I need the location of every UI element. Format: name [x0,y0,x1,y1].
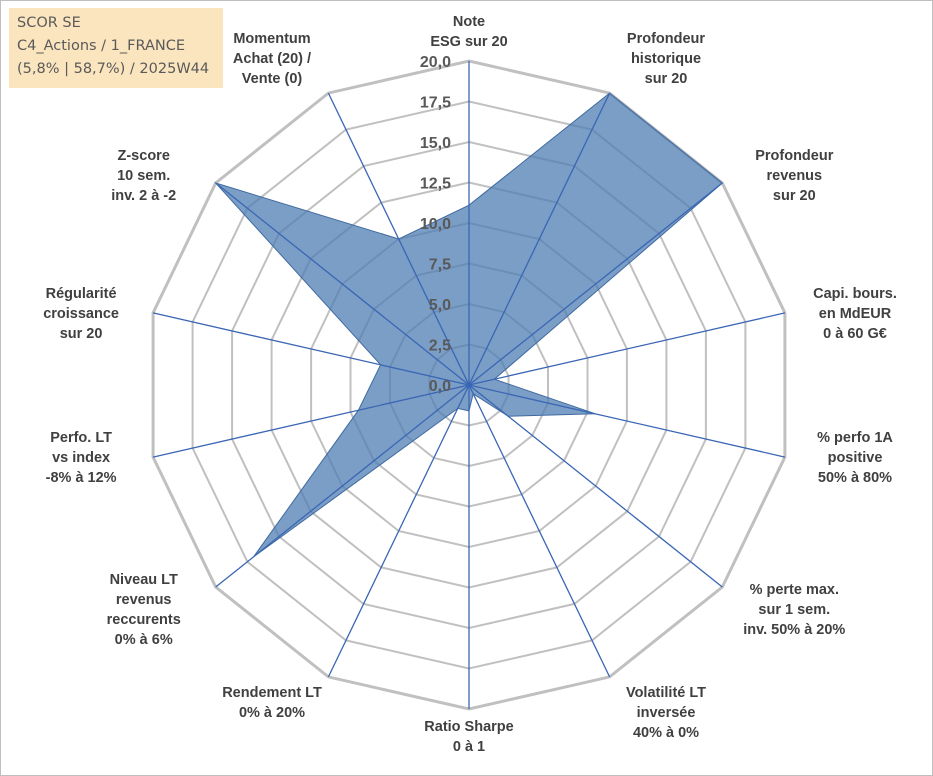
axis-label-1: Profondeur historique sur 20 [627,31,705,87]
spoke-8 [327,384,470,678]
info-box: SCOR SE C4_Actions / 1_FRANCE (5,8% | 58… [9,8,223,88]
spoke-4 [468,384,786,458]
company-name: SCOR SE [17,15,81,31]
axis-label-2: Profondeur revenus sur 20 [755,148,833,204]
spoke-5 [468,384,723,588]
axis-label-4: % perfo 1A positive 50% à 80% [817,430,893,486]
spoke-1 [468,92,611,386]
stats-label: (5,8% | 58,7%) / 2025W44 [17,61,210,77]
tick-label: 10,0 [420,216,451,233]
tick-label: 7,5 [429,257,451,274]
axis-label-10: Perfo. LT vs index -8% à 12% [46,430,117,486]
radar-tick-labels: 0,0 2,5 5,0 7,5 10,0 12,5 15,0 17,5 20,0 [420,54,451,395]
tick-label: 5,0 [429,297,451,314]
axis-label-5: % perte max. sur 1 sem. inv. 50% à 20% [743,582,845,638]
radar-axis-labels: Note ESG sur 20 Profondeur historique sur 20… [43,14,897,755]
spoke-9 [215,384,470,588]
axis-label-11: Régularité croissance sur 20 [43,286,119,342]
tick-label: 12,5 [420,176,451,193]
axis-label-3: Capi. bours. en MdEUR 0 à 60 G€ [813,286,897,342]
category-label: C4_Actions / 1_FRANCE [17,38,186,54]
axis-label-13: Momentum Achat (20) / Vente (0) [233,31,311,87]
axis-label-7: Ratio Sharpe 0 à 1 [424,719,513,755]
spoke-11 [152,312,470,386]
axis-label-12: Z-score 10 sem. inv. 2 à -2 [111,148,176,204]
spoke-13 [327,92,470,386]
spoke-3 [468,312,786,386]
spoke-6 [468,384,611,678]
tick-label: 2,5 [429,338,451,355]
tick-label: 15,0 [420,135,451,152]
spoke-12 [215,182,470,386]
spoke-2 [468,182,723,386]
axis-label-8: Rendement LT 0% à 20% [222,685,322,721]
tick-label: 0,0 [429,378,451,395]
axis-label-0: Note ESG sur 20 [430,14,507,50]
tick-label: 17,5 [420,95,451,112]
axis-label-6: Volatilité LT inversée 40% à 0% [626,685,706,741]
axis-label-9: Niveau LT revenus reccurents 0% à 6% [107,572,181,648]
radar-spokes [152,61,786,709]
tick-label: 20,0 [420,54,451,71]
spoke-10 [152,384,470,458]
